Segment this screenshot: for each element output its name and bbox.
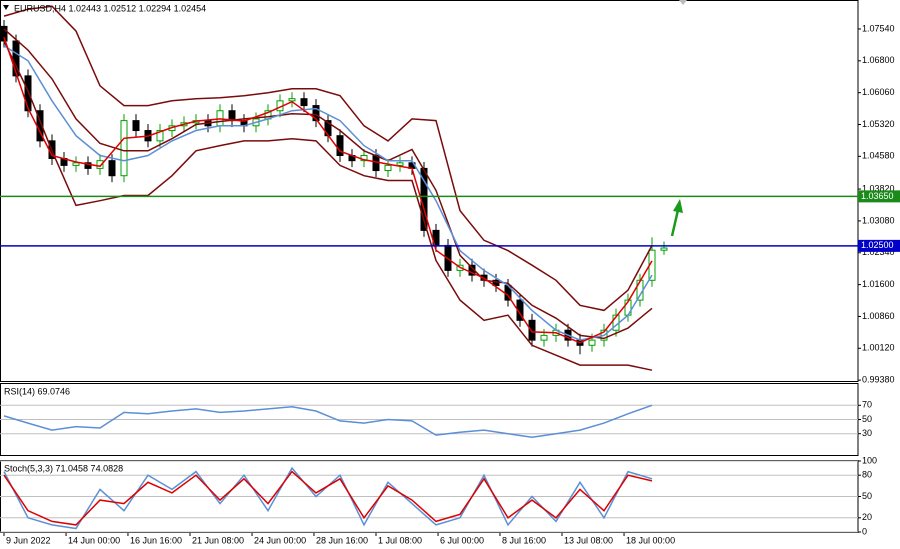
indicator-line xyxy=(3,470,653,526)
candle-body xyxy=(396,162,404,166)
panel-title: Stoch(5,3,3) 71.0458 74.0828 xyxy=(4,463,123,473)
x-tick-label: 21 Jun 08:00 xyxy=(192,535,244,545)
y-tick-label: 50 xyxy=(862,491,872,501)
x-tick-label: 16 Jun 16:00 xyxy=(130,535,182,545)
y-tick-label: 1.05320 xyxy=(862,119,895,129)
candle-body xyxy=(132,120,140,132)
indicator-line xyxy=(3,5,653,312)
arrow-shaft xyxy=(670,209,680,237)
candle-body xyxy=(120,120,128,177)
candle-body xyxy=(24,75,32,112)
y-tick-label: 1.07540 xyxy=(862,23,895,33)
candle-body xyxy=(312,105,320,122)
candle-body xyxy=(72,162,80,166)
indicator-line xyxy=(3,404,653,439)
trend-arrow xyxy=(670,199,683,237)
x-tick-label: 8 Jul 16:00 xyxy=(502,535,546,545)
x-tick-label: 13 Jul 08:00 xyxy=(564,535,613,545)
x-tick-label: 6 Jul 00:00 xyxy=(440,535,484,545)
y-tick-label: 1.03080 xyxy=(862,215,895,225)
panel-title: EURUSD,H4 1.02443 1.02512 1.02294 1.0245… xyxy=(14,3,206,13)
y-tick-label: 70 xyxy=(862,400,872,410)
y-tick-label: 30 xyxy=(862,428,872,438)
y-tick-label: 1.06060 xyxy=(862,87,895,97)
level-label: 1.03650 xyxy=(861,191,894,201)
x-tick-label: 18 Jul 00:00 xyxy=(626,535,675,545)
candle-body xyxy=(588,339,596,346)
indicator-line xyxy=(3,36,653,344)
y-tick-label: 0 xyxy=(862,526,867,536)
y-tick-label: 1.01600 xyxy=(862,279,895,289)
candle-body xyxy=(528,319,536,341)
y-tick-label: 80 xyxy=(862,470,872,480)
y-tick-label: 1.02340 xyxy=(862,247,895,257)
level-label-box xyxy=(858,190,900,203)
candle-body xyxy=(84,162,92,169)
level-label: 1.02500 xyxy=(861,240,894,250)
y-tick-label: 50 xyxy=(862,414,872,424)
shift-marker xyxy=(679,0,687,5)
y-tick-label: 1.03820 xyxy=(862,183,895,193)
y-tick-label: 100 xyxy=(862,455,877,465)
candle-body xyxy=(96,160,104,169)
candle-body xyxy=(300,98,308,107)
x-tick-label: 24 Jun 00:00 xyxy=(254,535,306,545)
level-label-box xyxy=(858,239,900,252)
indicator-line xyxy=(3,40,653,371)
candle-body xyxy=(108,160,116,177)
y-tick-label: 0.99380 xyxy=(862,375,895,385)
x-tick-label: 1 Jul 08:00 xyxy=(378,535,422,545)
candle-body xyxy=(540,334,548,341)
candle-body xyxy=(288,98,296,102)
candle-body xyxy=(660,247,668,251)
candle-body xyxy=(156,130,164,142)
candle-body xyxy=(336,135,344,156)
symbol-menu-icon[interactable] xyxy=(3,5,9,10)
x-tick-label: 9 Jun 2022 xyxy=(6,535,51,545)
arrow-head xyxy=(673,199,683,213)
panel-title: RSI(14) 69.0746 xyxy=(4,386,70,396)
x-tick-label: 28 Jun 16:00 xyxy=(316,535,368,545)
y-tick-label: 1.00860 xyxy=(862,311,895,321)
indicator-line xyxy=(3,28,653,340)
y-tick-label: 1.04580 xyxy=(862,151,895,161)
candle-body xyxy=(384,164,392,172)
y-tick-label: 20 xyxy=(862,512,872,522)
y-tick-label: 1.00120 xyxy=(862,343,895,353)
indicator-line xyxy=(3,45,653,341)
x-tick-label: 14 Jun 00:00 xyxy=(68,535,120,545)
y-tick-label: 1.06800 xyxy=(862,55,895,65)
